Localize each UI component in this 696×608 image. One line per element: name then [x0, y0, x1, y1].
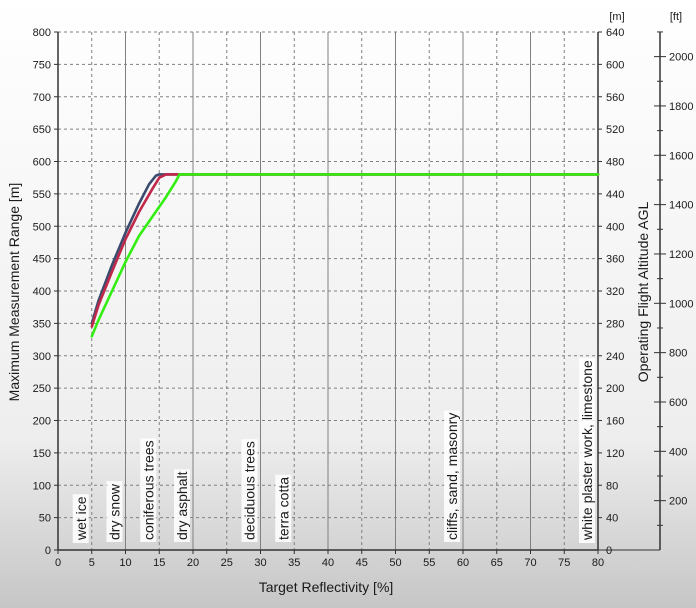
y3-unit-label: [ft]	[670, 11, 682, 23]
y3-tick-label-800: 800	[669, 348, 687, 360]
y-tick-label-450: 450	[33, 254, 51, 266]
annotation-label-1: dry snow	[107, 483, 123, 540]
annotation-bg-5	[275, 474, 292, 542]
y2-tick-label-160: 160	[606, 416, 624, 428]
y-tick-label-650: 650	[33, 124, 51, 136]
y3-tick-label-2000: 2000	[669, 52, 693, 64]
annotation-6: cliffs, sand, masonry	[444, 410, 460, 542]
annotation-bg-0	[72, 494, 89, 543]
y-tick-label-400: 400	[33, 286, 51, 298]
y3-tick-label-400: 400	[669, 446, 687, 458]
x-axis-label: Target Reflectivity [%]	[259, 579, 394, 595]
y-tick-label-800: 800	[33, 27, 51, 39]
x-tick-label-45: 45	[356, 557, 368, 569]
y2-tick-label-640: 640	[606, 27, 624, 39]
x-tick-label-65: 65	[491, 557, 503, 569]
annotation-1: dry snow	[106, 481, 123, 542]
annotation-bg-7	[579, 358, 595, 543]
y2-unit-label: [m]	[609, 11, 624, 23]
material-annotations: wet ice dry snow coniferous trees dry aspha…	[72, 358, 595, 543]
x-tick-label-35: 35	[288, 557, 300, 569]
y2-tick-label-80: 80	[606, 480, 618, 492]
y-tick-label-350: 350	[33, 318, 51, 330]
x-tick-label-80: 80	[592, 557, 604, 569]
y3-tick-label-600: 600	[669, 397, 687, 409]
series-line-0	[90, 173, 600, 325]
y3-tick-label-200: 200	[669, 496, 687, 508]
y2-axis-label: Operating Flight Altitude AGL	[635, 202, 651, 383]
x-tick-label-75: 75	[558, 557, 570, 569]
annotation-3: dry asphalt	[174, 469, 190, 542]
y-tick-label-0: 0	[45, 545, 51, 557]
axes	[54, 31, 666, 554]
annotation-7: white plaster work, limestone	[579, 358, 595, 543]
y-tick-label-250: 250	[33, 383, 51, 395]
annotation-label-7: white plaster work, limestone	[579, 360, 595, 541]
annotation-label-6: cliffs, sand, masonry	[444, 413, 460, 540]
annotation-label-2: coniferous trees	[140, 440, 156, 540]
series-line-1	[90, 173, 600, 328]
x-tick-label-55: 55	[423, 557, 435, 569]
y3-tick-label-1200: 1200	[669, 249, 693, 261]
y-tick-label-550: 550	[33, 189, 51, 201]
x-tick-label-5: 5	[89, 557, 95, 569]
tick-labels: 0 5 10 15 20 25 30 35 40 45 50 55 60 65 70 75 8005010015…	[33, 27, 694, 569]
y3-tick-label-1000: 1000	[669, 298, 693, 310]
y2-tick-label-520: 520	[606, 124, 624, 136]
y2-tick-label-200: 200	[606, 383, 624, 395]
y2-tick-label-280: 280	[606, 318, 624, 330]
annotation-0: wet ice	[72, 494, 89, 543]
y3-tick-label-1600: 1600	[669, 150, 693, 162]
annotation-bg-6	[444, 410, 460, 542]
y-tick-label-150: 150	[33, 448, 51, 460]
annotation-bg-1	[106, 481, 123, 542]
annotation-4: deciduous trees	[241, 439, 258, 542]
annotation-label-4: deciduous trees	[242, 441, 258, 540]
y3-tick-label-1400: 1400	[669, 200, 693, 212]
y2-tick-label-560: 560	[606, 92, 624, 104]
y2-tick-label-40: 40	[606, 513, 618, 525]
y-axis-label: Maximum Measurement Range [m]	[6, 183, 22, 402]
series	[90, 173, 600, 338]
x-tick-label-30: 30	[254, 557, 266, 569]
x-tick-label-70: 70	[524, 557, 536, 569]
series-line-2	[90, 173, 600, 338]
y-tick-label-600: 600	[33, 157, 51, 169]
y3-tick-label-1800: 1800	[669, 101, 693, 113]
y2-tick-label-600: 600	[606, 59, 624, 71]
y2-tick-label-400: 400	[606, 221, 624, 233]
annotation-5: terra cotta	[275, 474, 292, 542]
x-tick-label-60: 60	[457, 557, 469, 569]
y-tick-label-50: 50	[39, 513, 51, 525]
x-tick-label-15: 15	[153, 557, 165, 569]
y-tick-label-700: 700	[33, 92, 51, 104]
y-tick-label-100: 100	[33, 480, 51, 492]
y2-tick-label-0: 0	[606, 545, 612, 557]
annotation-bg-2	[140, 438, 157, 542]
x-tick-label-40: 40	[322, 557, 334, 569]
x-tick-label-20: 20	[187, 557, 199, 569]
annotation-bg-3	[174, 469, 190, 542]
y2-tick-label-360: 360	[606, 254, 624, 266]
y2-tick-label-440: 440	[606, 189, 624, 201]
annotation-bg-4	[241, 439, 258, 542]
x-tick-label-50: 50	[389, 557, 401, 569]
y-tick-label-750: 750	[33, 59, 51, 71]
annotation-2: coniferous trees	[140, 438, 157, 542]
y2-tick-label-480: 480	[606, 157, 624, 169]
y2-tick-label-320: 320	[606, 286, 624, 298]
y2-tick-label-120: 120	[606, 448, 624, 460]
y-tick-label-500: 500	[33, 221, 51, 233]
y-tick-label-300: 300	[33, 351, 51, 363]
x-tick-label-0: 0	[55, 557, 61, 569]
x-tick-label-25: 25	[221, 557, 233, 569]
annotation-label-0: wet ice	[73, 496, 89, 541]
annotation-label-3: dry asphalt	[174, 471, 190, 540]
annotation-label-5: terra cotta	[275, 477, 291, 540]
x-tick-label-10: 10	[119, 557, 131, 569]
y-tick-label-200: 200	[33, 416, 51, 428]
y2-tick-label-240: 240	[606, 351, 624, 363]
